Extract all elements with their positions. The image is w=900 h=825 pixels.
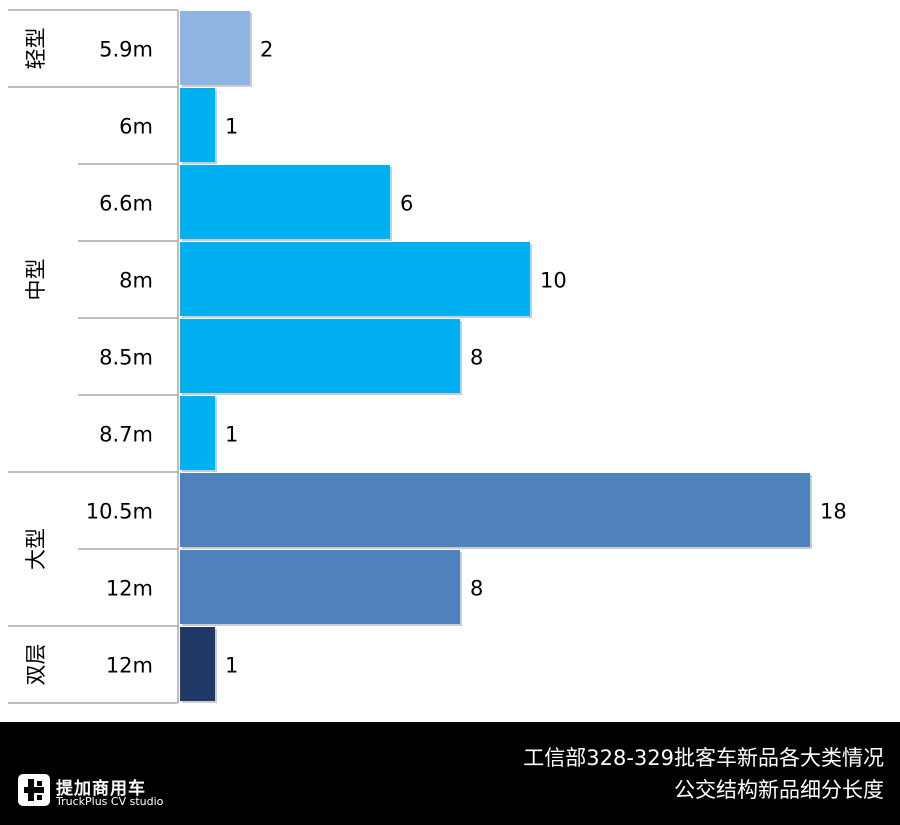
data-label: 8 [470,346,483,370]
category-label: 6m [119,115,153,139]
chart-title-line2: 公交结构新品细分长度 [674,778,884,802]
category-label: 8.5m [99,346,153,370]
category-label: 8.7m [99,423,153,447]
footer: 工信部328-329批客车新品各大类情况 公交结构新品细分长度 [0,722,900,825]
category-label: 6.6m [99,192,153,216]
bar [180,473,810,547]
truckplus-logo-icon [18,774,50,806]
bar [180,627,215,701]
bar [180,88,215,162]
data-label: 10 [540,269,567,293]
data-label: 1 [225,423,238,447]
group-label: 轻型 [24,28,48,70]
category-label: 10.5m [86,500,153,524]
bar [180,11,250,85]
bar [180,242,530,316]
data-label: 1 [225,654,238,678]
bar [180,396,215,470]
logo-text-en: TruckPlus CV studio [56,795,164,808]
data-label: 6 [400,192,413,216]
data-label: 18 [820,500,847,524]
bar [180,550,460,624]
category-label: 5.9m [99,38,153,62]
category-label: 8m [119,269,153,293]
logo-text-cn: 提加商用车 [56,779,146,799]
group-label: 大型 [24,528,48,570]
group-label: 中型 [24,259,48,301]
category-label: 12m [106,577,153,601]
category-label: 12m [106,654,153,678]
bar-chart: 2 5.9m 轻型 1 6m 6 6.6m 10 8m 8 8.5m 1 8.7m 中型 18 10.5m 8 1… [8,9,847,704]
data-label: 8 [470,577,483,601]
bar [180,319,460,393]
data-label: 2 [260,38,273,62]
group-label: 双层 [24,644,48,686]
chart-title-line1: 工信部328-329批客车新品各大类情况 [523,746,884,770]
bar [180,165,390,239]
data-label: 1 [225,115,238,139]
